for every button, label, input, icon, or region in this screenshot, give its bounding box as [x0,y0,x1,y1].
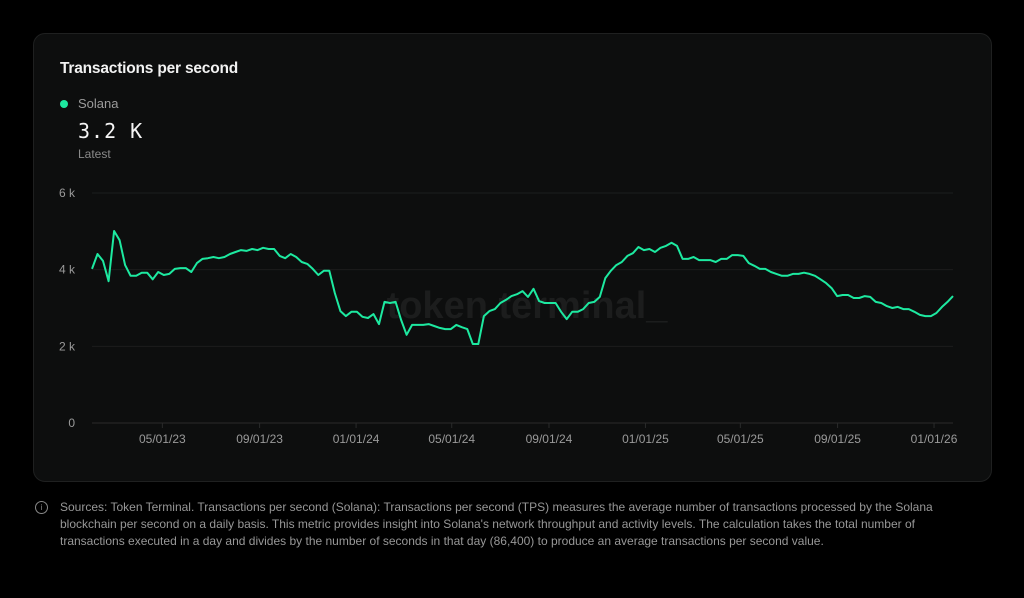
x-tick-label: 05/01/23 [139,432,186,446]
chart-title: Transactions per second [60,60,239,77]
latest-value: 3.2 K [78,119,144,143]
x-tick-label: 09/01/23 [236,432,283,446]
x-tick-label: 09/01/25 [814,432,861,446]
legend-label: Solana [78,96,119,111]
legend-item-solana[interactable]: Solana [60,96,118,111]
footer-note: i Sources: Token Terminal. Transactions … [35,499,975,550]
chart-card [33,33,992,482]
y-tick-label: 6 k [59,186,76,200]
x-tick-label: 05/01/25 [717,432,764,446]
y-tick-label: 2 k [59,339,76,353]
x-tick-label: 01/01/26 [911,432,958,446]
x-tick-label: 05/01/24 [428,432,475,446]
x-tick-label: 01/01/25 [622,432,669,446]
footer-text: Sources: Token Terminal. Transactions pe… [60,500,933,548]
y-tick-label: 4 k [59,263,76,277]
x-tick-label: 09/01/24 [526,432,573,446]
info-icon: i [35,501,48,514]
x-tick-label: 01/01/24 [333,432,380,446]
watermark-logo: token terminal_ [387,285,669,327]
y-tick-label: 0 [68,416,75,430]
legend-dot-icon [60,99,68,108]
latest-label: Latest [78,147,111,161]
